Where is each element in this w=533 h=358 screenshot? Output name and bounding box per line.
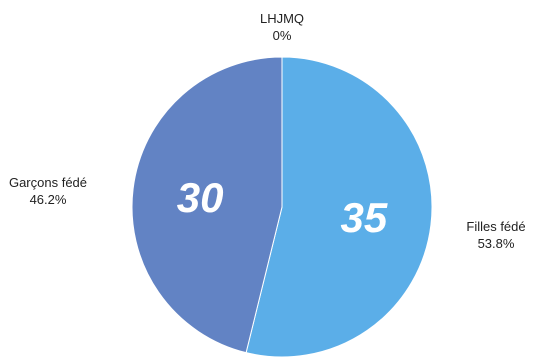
category-percent-filles: 53.8% — [477, 236, 515, 251]
category-percent-garcons: 46.2% — [29, 192, 67, 207]
category-label-filles: Filles fédé 53.8% — [458, 218, 533, 252]
category-label-garcons: Garçons fédé 46.2% — [2, 174, 94, 208]
category-percent-lhjmq: 0% — [272, 28, 292, 43]
category-label-lhjmq: LHJMQ 0% — [252, 10, 312, 44]
slice-value-label-1: 35 — [341, 194, 388, 241]
category-name-lhjmq: LHJMQ — [259, 11, 305, 26]
pie-slice-2 — [131, 56, 283, 354]
pie-slice-1 — [245, 56, 433, 358]
category-name-garcons: Garçons fédé — [8, 175, 88, 190]
slice-value-label-2: 30 — [177, 174, 224, 221]
category-name-filles: Filles fédé — [466, 219, 526, 234]
